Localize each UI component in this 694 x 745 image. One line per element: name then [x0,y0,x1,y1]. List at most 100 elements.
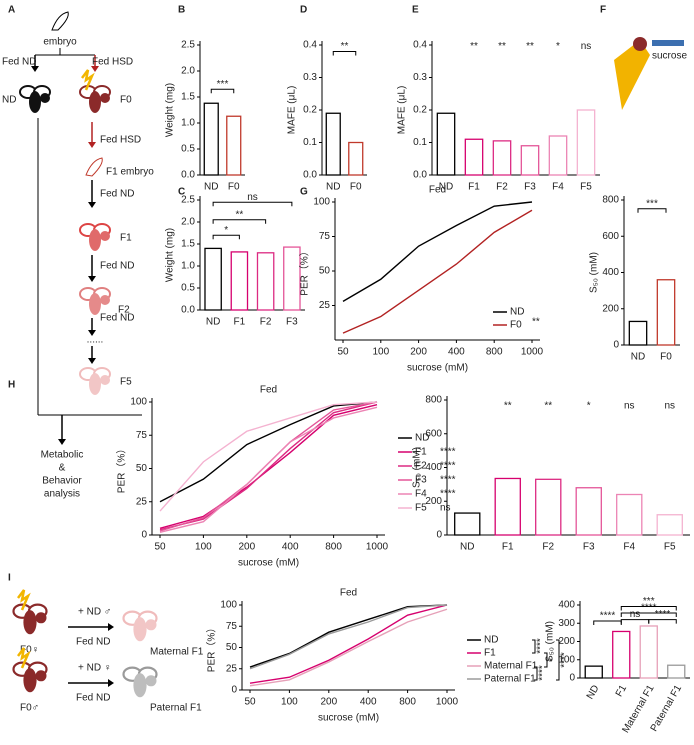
fly-body [89,373,101,395]
y-tick-label: 2.0 [181,217,195,228]
arrow-head [88,276,96,282]
embryo-icon [51,11,69,31]
significance-label: ns [630,609,641,620]
x-tick-label: F1 [468,182,480,193]
y-axis-label: PER（%） [116,444,128,493]
series-line [159,403,378,530]
x-tick-label: F3 [583,542,595,553]
panel-label: E [412,5,419,16]
x-tick-label: F1 [614,683,630,699]
fly-icon [12,661,48,693]
y-tick-label: 100 [313,197,330,208]
y-tick-label: 800 [602,195,619,206]
fly-icon [79,367,111,395]
series-line [159,401,378,532]
y-tick-label: 100 [130,397,147,408]
x-tick-label: F5 [580,182,592,193]
chart-title: Fed [429,185,446,196]
significance-label: * [548,658,559,662]
label: Metabolic [41,450,84,461]
y-tick-label: 0.1 [413,137,427,148]
y-tick-label: 0 [141,530,147,541]
panel-label: B [178,5,185,16]
significance-label: ** [341,41,349,52]
series-line [249,604,448,684]
fly-body [23,610,37,635]
x-tick-label: ND [585,683,602,701]
y-tick-label: 0 [569,673,575,684]
y-tick-label: 25 [226,663,238,674]
x-tick-label: 400 [360,697,377,708]
x-tick-label: F4 [623,542,635,553]
x-tick-label: 800 [325,542,342,553]
panel-label: H [8,380,15,391]
y-tick-label: 0.3 [303,72,317,83]
label: F1 embryo [106,167,154,178]
significance-bracket [637,208,667,213]
significance-bracket [212,219,267,224]
y-tick-label: 1.5 [181,92,195,103]
legend-label: Maternal F1 [484,661,538,672]
significance-label: ** [498,41,506,52]
x-tick-label: F1 [502,542,514,553]
significance-label: *** [643,596,655,607]
legend-label: ND [484,635,498,646]
y-axis-label: MAFE (μL) [287,86,298,135]
x-tick-label: 1000 [521,347,544,358]
panel-label: I [8,573,11,584]
lightning-icon [17,589,31,611]
y-tick-label: 0.0 [181,305,195,316]
label: F0 [120,95,132,106]
significance-bracket [648,619,677,624]
legend-label: F1 [484,648,496,659]
y-axis-label: S₅₀ (mM) [545,621,556,662]
x-axis-label: sucrose (mM) [407,363,468,374]
bar [520,145,540,176]
x-tick-label: 50 [337,347,349,358]
chart-title: Fed [260,385,277,396]
y-tick-label: 0.5 [181,283,195,294]
legend-label: ND [510,307,524,318]
x-tick-label: 100 [195,542,212,553]
y-axis-label: Weight (mg) [165,228,176,282]
bar [612,630,631,679]
y-tick-label: 1.0 [181,261,195,272]
series-line [159,401,378,531]
label: F0♀ [20,645,39,656]
significance-bracket [544,652,548,668]
x-tick-label: F2 [542,542,554,553]
label: + ND ♀ [78,663,111,674]
y-tick-label: 25 [136,496,148,507]
y-tick-label: 100 [220,600,237,611]
label: sucrose [652,51,687,62]
significance-label: ns [624,400,635,411]
y-axis-label: Weight (mg) [165,83,176,137]
bar [535,478,562,536]
fly-head [100,375,110,385]
bar [667,664,686,679]
significance-label: ns [581,41,592,52]
fly-body [133,617,147,642]
significance-label: * [587,400,591,411]
sucrose-tube [652,40,684,46]
significance-label: ns [664,400,675,411]
y-tick-label: 2.5 [181,40,195,51]
arrow-head [88,358,96,364]
fly-head [100,93,110,103]
y-tick-label: 0.2 [413,105,427,116]
x-tick-label: 1000 [366,542,389,553]
fly-head [100,231,110,241]
y-tick-label: 75 [136,430,148,441]
label: embryo [43,37,77,48]
y-tick-label: 400 [558,600,575,611]
significance-label: *** [646,198,658,209]
bar [639,625,658,679]
lightning-icon [17,647,31,669]
significance-label: * [224,225,228,236]
significance-label: **** [440,461,456,472]
y-tick-label: 0.5 [181,144,195,155]
y-tick-label: 0.0 [413,170,427,181]
y-axis-label: S₅₀ (mM) [412,447,423,488]
significance-label: **** [600,611,616,622]
x-tick-label: ND [206,317,220,328]
